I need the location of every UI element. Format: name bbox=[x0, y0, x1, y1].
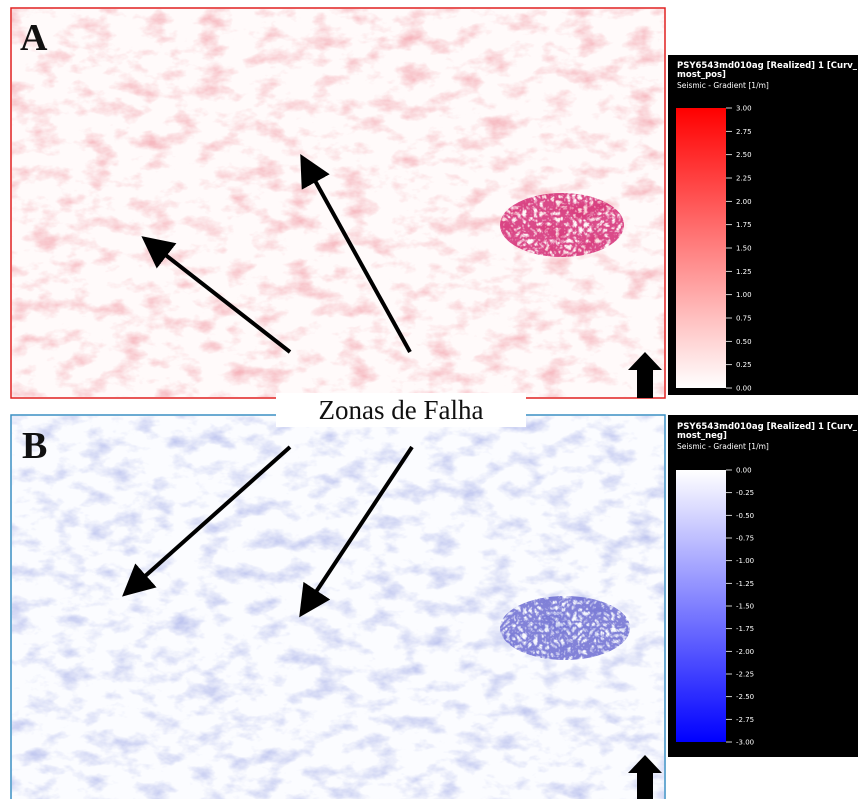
tick-label: 0.00 bbox=[736, 467, 752, 475]
colorbar-subtitle: Seismic - Gradient [1/m] bbox=[677, 442, 769, 451]
colorbar-title: most_pos] bbox=[677, 70, 726, 80]
tick-label: 0.75 bbox=[736, 315, 752, 323]
tick-label: -0.25 bbox=[736, 489, 754, 497]
panel-b: B bbox=[11, 415, 665, 799]
tick-label: -2.25 bbox=[736, 671, 754, 679]
tick-label: -1.50 bbox=[736, 603, 754, 611]
figure: A B Zonas de Falha PSY6543md010ag [Reali… bbox=[0, 0, 858, 799]
tick-label: -2.75 bbox=[736, 716, 754, 724]
tick-label: 2.75 bbox=[736, 128, 752, 136]
tick-label: -1.75 bbox=[736, 625, 754, 633]
annotation: Zonas de Falha bbox=[319, 395, 484, 425]
tick-label: 2.00 bbox=[736, 198, 752, 206]
tick-label: -0.75 bbox=[736, 535, 754, 543]
panel-label: B bbox=[22, 425, 47, 467]
anomaly bbox=[500, 193, 624, 257]
tick-label: -1.00 bbox=[736, 557, 754, 565]
color-scale bbox=[676, 470, 726, 742]
anomaly bbox=[500, 596, 630, 660]
tick-label: 0.25 bbox=[736, 361, 752, 369]
tick-label: 0.50 bbox=[736, 338, 752, 346]
tick-label: 0.00 bbox=[736, 385, 752, 393]
tick-label: -1.25 bbox=[736, 580, 754, 588]
panel-label: A bbox=[20, 17, 48, 59]
tick-label: 1.75 bbox=[736, 221, 752, 229]
tick-label: -2.50 bbox=[736, 693, 754, 701]
tick-label: 1.50 bbox=[736, 245, 752, 253]
tick-label: 2.50 bbox=[736, 151, 752, 159]
tick-label: -0.50 bbox=[736, 512, 754, 520]
colorbar-subtitle: Seismic - Gradient [1/m] bbox=[677, 81, 769, 90]
tick-label: 3.00 bbox=[736, 105, 752, 113]
tick-label: 1.25 bbox=[736, 268, 752, 276]
tick-label: -2.00 bbox=[736, 648, 754, 656]
tick-label: 1.00 bbox=[736, 291, 752, 299]
tick-label: -3.00 bbox=[736, 739, 754, 747]
color-scale bbox=[676, 108, 726, 388]
panel-a: A bbox=[11, 8, 665, 398]
colorbar-title: most_neg] bbox=[677, 431, 727, 441]
colorbar: PSY6543md010ag [Realized] 1 [Curv_most_n… bbox=[668, 415, 858, 757]
tick-label: 2.25 bbox=[736, 175, 752, 183]
colorbar: PSY6543md010ag [Realized] 1 [Curv_most_p… bbox=[668, 55, 858, 395]
